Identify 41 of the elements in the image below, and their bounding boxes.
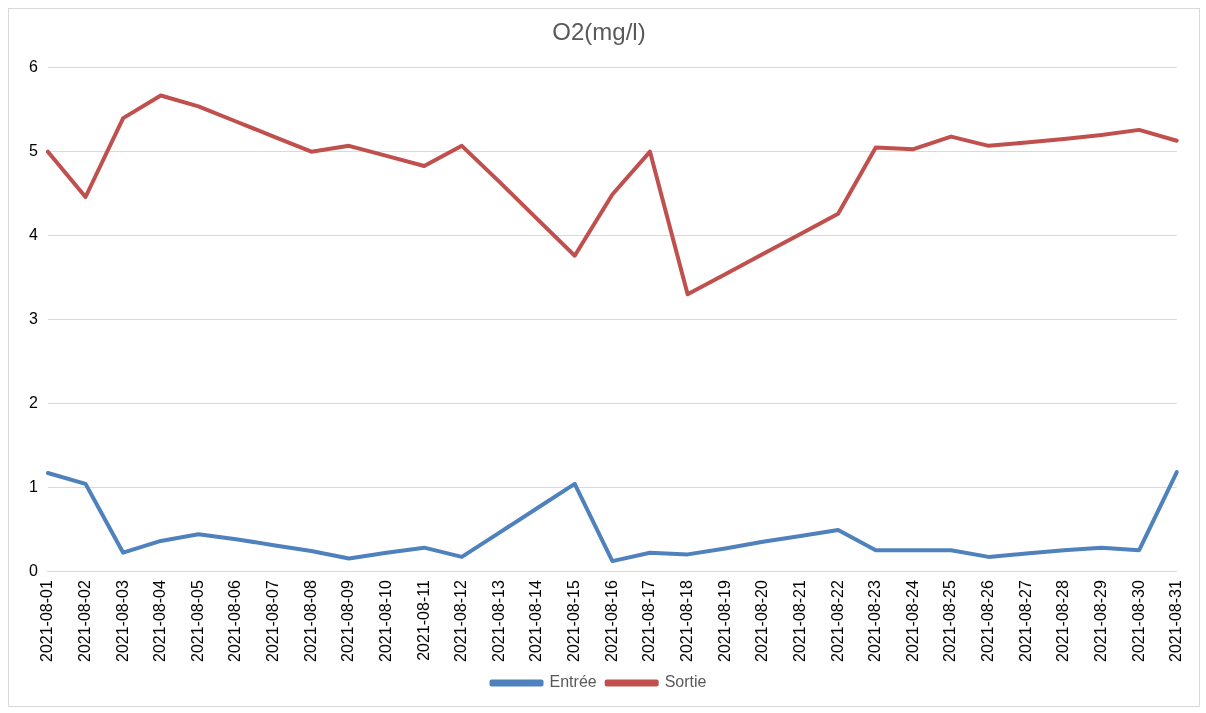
x-tick-label: 2021-08-13 [489, 580, 507, 662]
x-tick-label: 2021-08-28 [1054, 580, 1072, 662]
x-tick-label: 2021-08-17 [640, 580, 658, 662]
y-tick-label: 6 [28, 58, 38, 76]
x-tick-label: 2021-08-29 [1091, 580, 1109, 662]
x-tick-label: 2021-08-14 [527, 580, 545, 662]
x-tick-label: 2021-08-16 [602, 580, 620, 662]
y-tick-label: 3 [28, 309, 38, 327]
x-tick-label: 2021-08-23 [866, 580, 884, 662]
x-tick-label: 2021-08-24 [903, 580, 921, 662]
x-tick-label: 2021-08-04 [151, 580, 169, 662]
x-tick-label: 2021-08-22 [828, 580, 846, 662]
x-tick-label: 2021-08-15 [565, 580, 583, 662]
x-tick-label: 2021-08-30 [1129, 580, 1147, 662]
y-tick-label: 4 [28, 225, 38, 243]
y-tick-label: 1 [28, 477, 38, 495]
x-tick-label: 2021-08-03 [113, 580, 131, 662]
x-tick-label: 2021-08-09 [339, 580, 357, 662]
y-tick-label: 0 [28, 561, 38, 579]
x-tick-label: 2021-08-18 [678, 580, 696, 662]
x-tick-label: 2021-08-01 [38, 580, 56, 662]
x-tick-label: 2021-08-27 [1016, 580, 1034, 662]
x-tick-label: 2021-08-25 [941, 580, 959, 662]
x-tick-label: 2021-08-10 [376, 580, 394, 662]
x-tick-label: 2021-08-05 [188, 580, 206, 662]
x-tick-label: 2021-08-02 [75, 580, 93, 662]
x-tick-label: 2021-08-21 [790, 580, 808, 662]
x-tick-label: 2021-08-19 [715, 580, 733, 662]
x-tick-label: 2021-08-08 [301, 580, 319, 662]
y-tick-label: 2 [28, 393, 38, 411]
legend-label: Entrée [549, 673, 597, 691]
x-tick-label: 2021-08-07 [264, 580, 282, 662]
chart-title: O2(mg/l) [552, 18, 646, 46]
x-tick-label: 2021-08-20 [753, 580, 771, 662]
x-tick-label: 2021-08-26 [979, 580, 997, 662]
x-tick-label: 2021-08-06 [226, 580, 244, 662]
x-tick-label: 2021-08-12 [452, 580, 470, 662]
x-tick-label: 2021-08-31 [1167, 580, 1185, 662]
y-tick-label: 5 [28, 142, 38, 160]
legend-label: Sortie [664, 673, 707, 691]
x-tick-label: 2021-08-11 [414, 580, 432, 661]
